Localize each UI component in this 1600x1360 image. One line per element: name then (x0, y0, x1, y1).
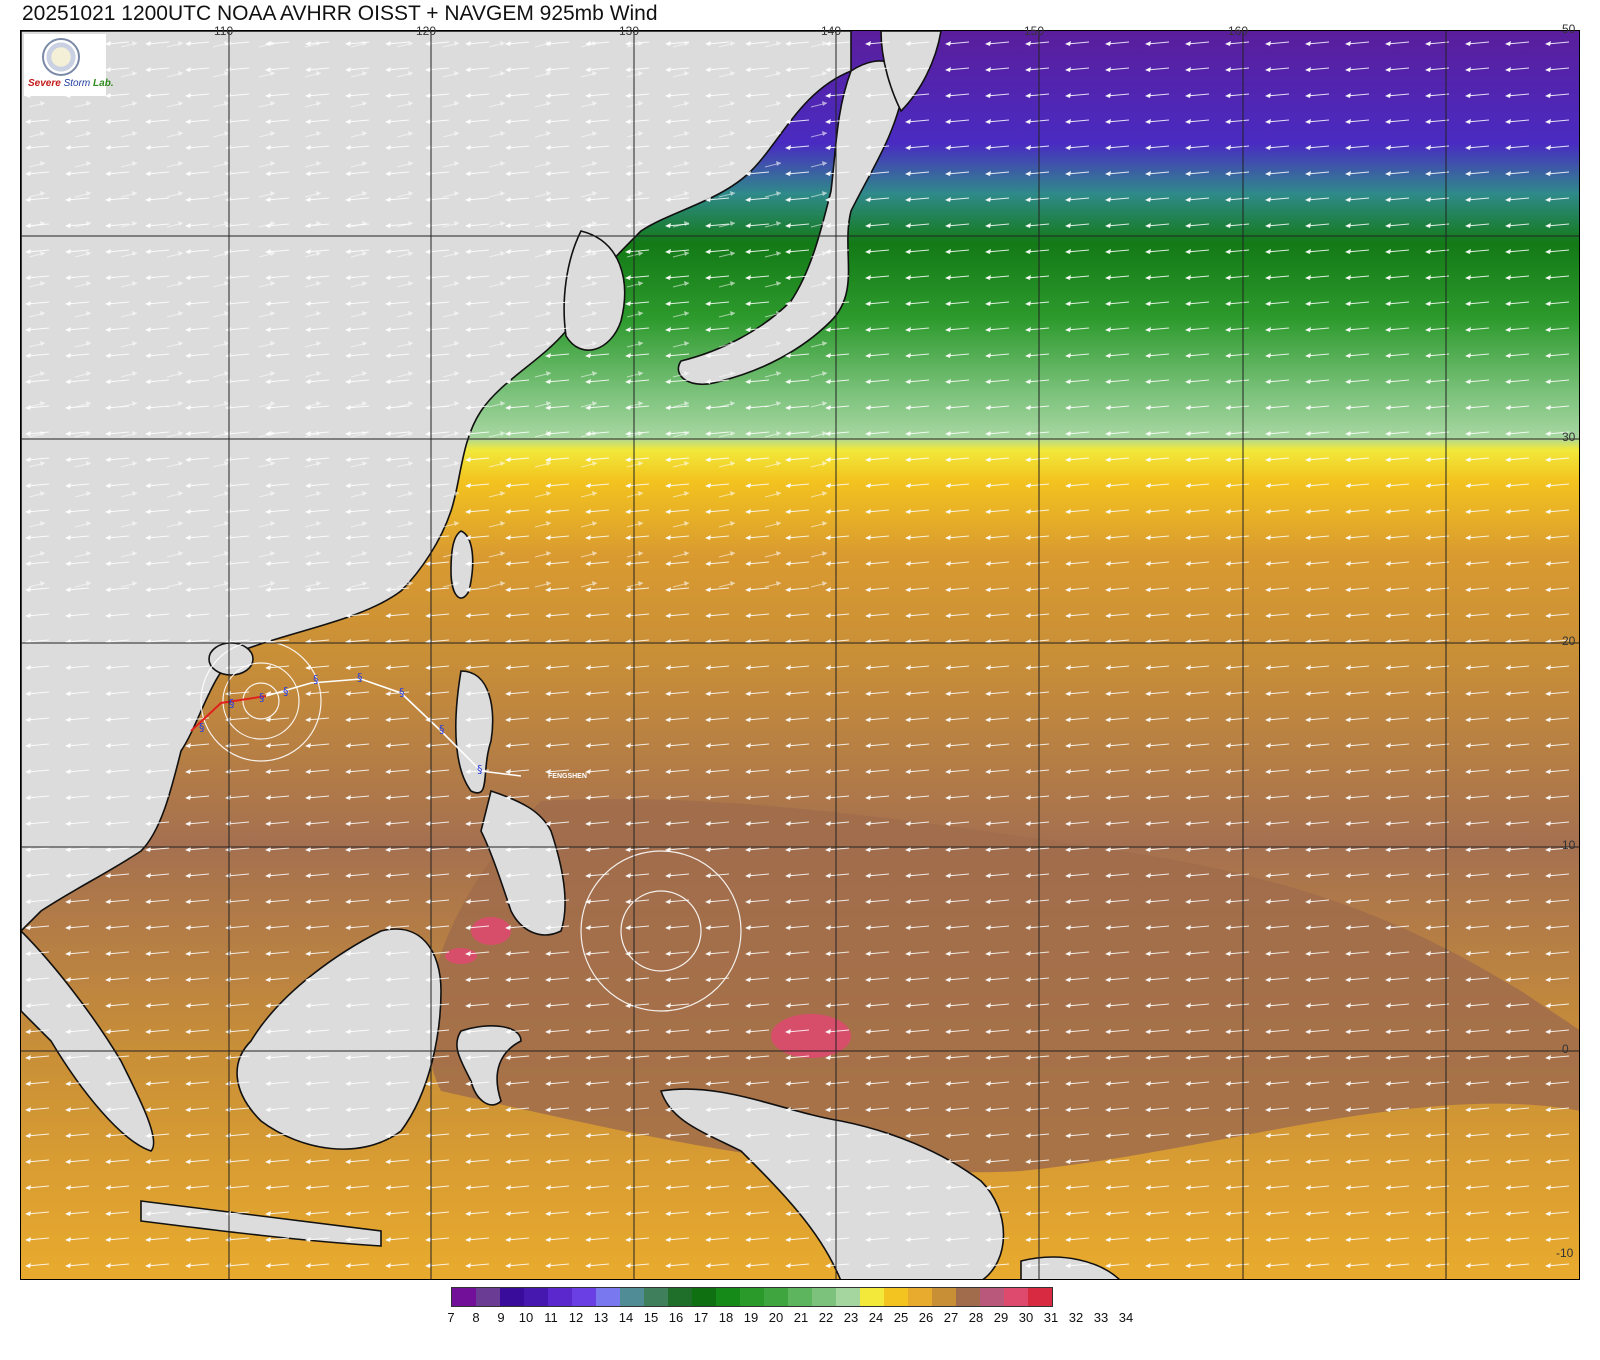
lat-label-30: 30 (1562, 430, 1576, 444)
lat-label-minus10: -10 (1556, 1246, 1574, 1260)
colorbar-tick-label: 16 (668, 1310, 684, 1325)
colorbar-tick-label: 28 (968, 1310, 984, 1325)
colorbar-swatch (476, 1288, 500, 1306)
lat-label-0: 0 (1562, 1042, 1569, 1056)
svg-text:§: § (283, 685, 289, 698)
colorbar-tick-label: 23 (843, 1310, 859, 1325)
svg-text:§: § (477, 763, 483, 776)
colorbar-swatch (812, 1288, 836, 1306)
colorbar-tick-label: 19 (743, 1310, 759, 1325)
sst-colorbar (451, 1287, 1053, 1307)
lon-label-150: 150 (1024, 24, 1045, 38)
colorbar-swatch (668, 1288, 692, 1306)
logo-line2: Storm (63, 78, 91, 89)
colorbar-swatch (788, 1288, 812, 1306)
storm-circulation (200, 640, 742, 1012)
colorbar-tick-label: 26 (918, 1310, 934, 1325)
storm-track-markers: § § § § § § § § § (199, 671, 483, 776)
colorbar-tick-label: 13 (593, 1310, 609, 1325)
colorbar-tick-label: 33 (1093, 1310, 1109, 1325)
colorbar-tick-label: 24 (868, 1310, 884, 1325)
colorbar-swatch (956, 1288, 980, 1306)
colorbar-tick-label: 25 (893, 1310, 909, 1325)
colorbar-tick-label: 29 (993, 1310, 1009, 1325)
colorbar-tick-label: 7 (447, 1310, 455, 1325)
svg-text:§: § (199, 721, 205, 734)
lab-logo: Severe Storm Lab. (24, 34, 114, 96)
colorbar-tick-label: 34 (1118, 1310, 1134, 1325)
seal-icon (42, 38, 80, 76)
colorbar-ticks: 7 8 9 10 11 12 13 14 15 16 17 18 19 20 21 22 23 24 25 26 27 2… (447, 1310, 1151, 1328)
logo-line3: Lab. (93, 78, 114, 89)
colorbar-tick-label: 27 (943, 1310, 959, 1325)
lat-label-50: 50 (1562, 22, 1576, 36)
colorbar-swatch (908, 1288, 932, 1306)
colorbar-tick-label: 30 (1018, 1310, 1034, 1325)
svg-text:§: § (313, 673, 319, 686)
colorbar-swatch (716, 1288, 740, 1306)
svg-text:§: § (259, 691, 265, 704)
colorbar-swatch (500, 1288, 524, 1306)
colorbar-swatch (1004, 1288, 1028, 1306)
colorbar-tick-label: 15 (643, 1310, 659, 1325)
colorbar-tick-label: 10 (518, 1310, 534, 1325)
lat-label-20: 20 (1562, 634, 1576, 648)
graticule (21, 31, 1579, 1279)
colorbar-swatch (572, 1288, 596, 1306)
lon-label-160: 160 (1228, 24, 1249, 38)
lon-label-130: 130 (619, 24, 640, 38)
lon-label-120: 120 (416, 24, 437, 38)
colorbar-tick-label: 18 (718, 1310, 734, 1325)
logo-line1: Severe (28, 78, 61, 89)
colorbar-tick-label: 14 (618, 1310, 634, 1325)
svg-text:§: § (439, 723, 445, 736)
colorbar-swatch (740, 1288, 764, 1306)
land-wind-arrows (21, 31, 851, 591)
colorbar-swatch (836, 1288, 860, 1306)
colorbar-swatch (548, 1288, 572, 1306)
lon-label-140: 140 (821, 24, 842, 38)
map-title: 20251021 1200UTC NOAA AVHRR OISST + NAVG… (22, 2, 658, 25)
colorbar-swatch (692, 1288, 716, 1306)
colorbar-tick-label: 31 (1043, 1310, 1059, 1325)
colorbar-tick-label: 21 (793, 1310, 809, 1325)
storm-name-label: FENGSHEN (548, 773, 587, 780)
colorbar-tick-label: 12 (568, 1310, 584, 1325)
colorbar-swatch (860, 1288, 884, 1306)
lat-label-10: 10 (1562, 838, 1576, 852)
colorbar-swatch (1028, 1288, 1052, 1306)
colorbar-tick-label: 32 (1068, 1310, 1084, 1325)
colorbar-tick-label: 9 (497, 1310, 505, 1325)
colorbar-swatch (980, 1288, 1004, 1306)
map-panel[interactable]: § § § § § § § § § Severe Storm (20, 30, 1580, 1280)
storm-track-recent (190, 695, 267, 732)
colorbar-swatch (644, 1288, 668, 1306)
colorbar-tick-label: 20 (768, 1310, 784, 1325)
colorbar-tick-label: 11 (544, 1310, 558, 1325)
colorbar-swatch (620, 1288, 644, 1306)
svg-text:§: § (229, 697, 235, 710)
colorbar-tick-label: 8 (472, 1310, 480, 1325)
colorbar-swatch (524, 1288, 548, 1306)
colorbar-swatch (596, 1288, 620, 1306)
svg-text:§: § (357, 671, 363, 684)
lon-label-110: 110 (214, 24, 234, 38)
svg-text:§: § (399, 686, 405, 699)
colorbar-swatch (932, 1288, 956, 1306)
colorbar-tick-label: 17 (693, 1310, 709, 1325)
colorbar-tick-label: 22 (818, 1310, 834, 1325)
colorbar-swatch (884, 1288, 908, 1306)
map-canvas: § § § § § § § § § (21, 31, 1579, 1279)
colorbar-swatch (764, 1288, 788, 1306)
colorbar-swatch (452, 1288, 476, 1306)
